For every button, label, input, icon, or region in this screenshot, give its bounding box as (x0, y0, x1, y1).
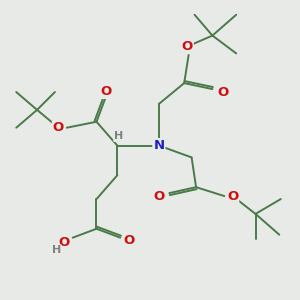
Text: O: O (227, 190, 238, 202)
Text: O: O (124, 234, 135, 247)
Text: H: H (52, 245, 61, 256)
Text: O: O (58, 236, 69, 249)
Text: N: N (153, 139, 164, 152)
Text: O: O (100, 85, 112, 98)
Text: O: O (53, 121, 64, 134)
Text: H: H (114, 131, 123, 141)
Text: O: O (182, 40, 193, 53)
Text: O: O (217, 85, 228, 98)
Text: O: O (153, 190, 164, 202)
